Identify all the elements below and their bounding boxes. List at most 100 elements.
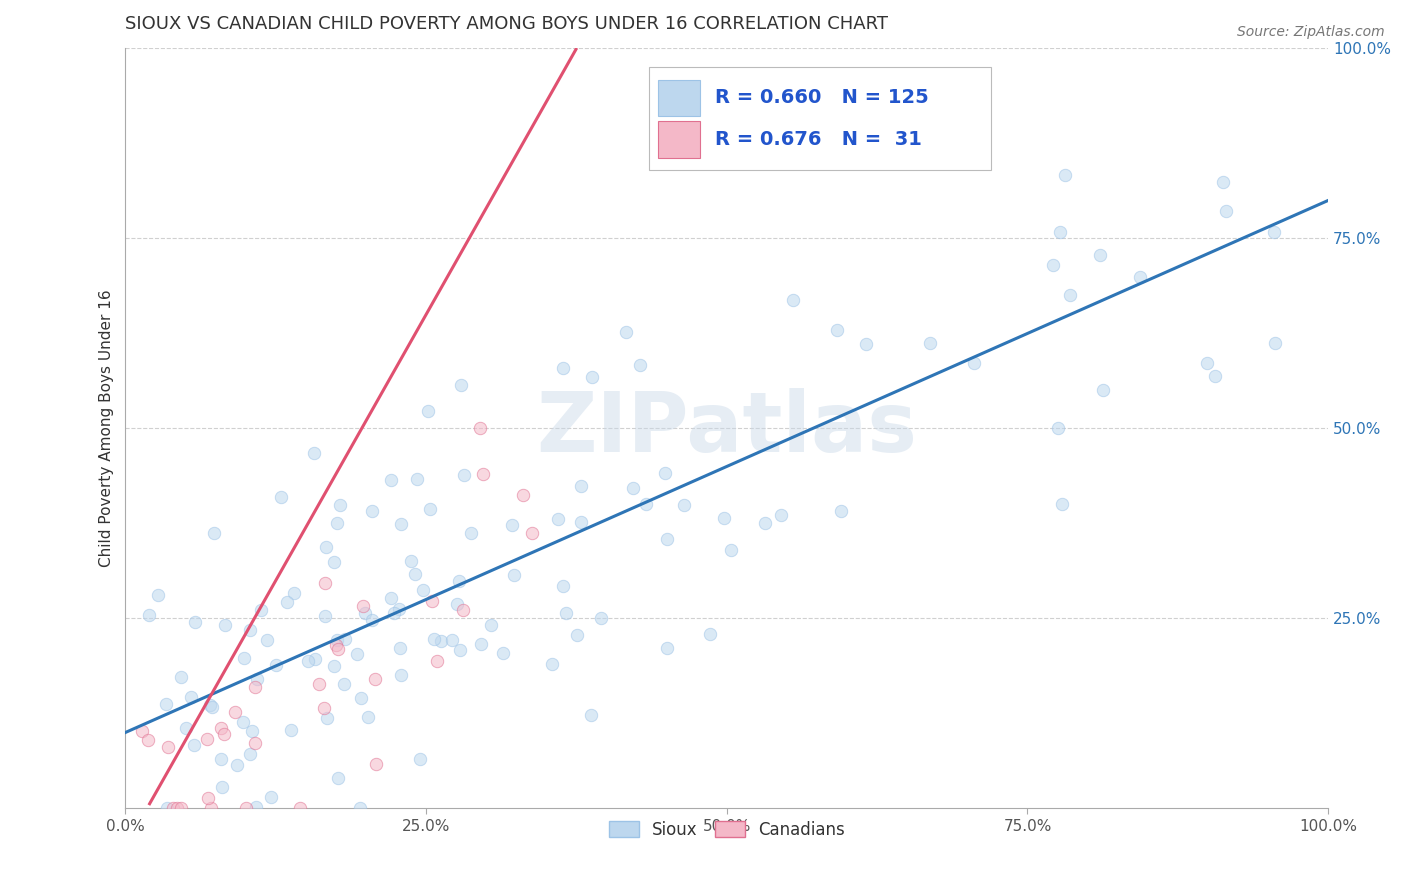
Text: ZIPatlas: ZIPatlas [536,388,917,469]
Sioux [260,789,283,804]
Canadians [288,801,311,815]
Sioux [554,606,576,620]
Sioux [155,697,177,711]
Sioux [264,657,287,672]
Sioux [502,568,524,582]
Sioux [256,633,278,648]
Sioux [1195,356,1218,370]
Canadians [197,791,219,805]
Sioux [441,633,464,648]
Sioux [174,721,197,735]
Sioux [380,591,402,606]
Sioux [302,446,325,460]
Sioux [209,751,232,765]
Sioux [361,613,384,627]
Sioux [239,747,262,761]
Sioux [720,543,742,558]
Sioux [713,511,735,525]
Sioux [1264,336,1286,351]
Sioux [1090,248,1112,262]
Sioux [356,710,378,724]
Canadians [366,757,388,772]
Sioux [569,478,592,492]
Sioux [430,633,453,648]
Sioux [918,336,941,351]
Sioux [354,606,377,620]
Sioux [551,360,574,375]
Sioux [1047,420,1070,434]
Sioux [754,516,776,531]
Sioux [304,651,326,665]
Sioux [1129,269,1152,284]
Sioux [382,606,405,620]
Canadians [352,599,374,613]
Sioux [501,518,523,533]
Sioux [226,757,249,772]
Canadians [325,638,347,652]
Canadians [314,700,336,714]
Sioux [481,618,503,632]
Canadians [512,488,534,502]
Sioux [1091,383,1114,397]
Canadians [214,727,236,741]
Sioux [654,466,676,480]
Canadians [328,642,350,657]
Text: R = 0.676   N =  31: R = 0.676 N = 31 [714,130,922,149]
Bar [658,121,700,158]
Sioux [830,503,852,517]
Sioux [541,657,564,672]
Sioux [655,533,678,547]
Sioux [450,377,472,392]
Sioux [1212,175,1234,189]
Sioux [569,515,592,529]
Sioux [180,690,202,705]
Sioux [276,595,298,609]
Legend: Sioux, Canadians: Sioux, Canadians [602,814,851,846]
Sioux [567,628,589,642]
Sioux [380,474,402,488]
Sioux [387,602,409,616]
Sioux [233,650,256,665]
Sioux [492,647,515,661]
Sioux [621,481,644,495]
Sioux [246,672,269,686]
Sioux [270,490,292,504]
Sioux [581,707,603,722]
Sioux [447,574,470,588]
Canadians [156,739,179,754]
Sioux [297,655,319,669]
Sioux [232,714,254,729]
Sioux [245,799,267,814]
Sioux [449,643,471,657]
Sioux [323,659,346,673]
Sioux [1049,225,1071,239]
Sioux [453,468,475,483]
Sioux [422,632,444,646]
Sioux [1263,226,1285,240]
Canadians [224,705,246,719]
Sioux [416,403,439,417]
Sioux [699,627,721,641]
Canadians [453,603,475,617]
Sioux [200,698,222,713]
Sioux [825,323,848,337]
Canadians [166,801,188,815]
Canadians [468,421,491,435]
Sioux [614,325,637,339]
Canadians [471,467,494,482]
Sioux [591,611,613,625]
Canadians [131,724,153,739]
Sioux [329,499,352,513]
Sioux [1204,369,1226,384]
Sioux [314,608,336,623]
Sioux [1054,168,1077,182]
Sioux [349,801,371,815]
Sioux [769,508,792,522]
Sioux [333,632,356,646]
Sioux [419,502,441,516]
Sioux [628,358,651,372]
Sioux [399,554,422,568]
Sioux [200,700,222,714]
Sioux [672,498,695,512]
Text: R = 0.660   N = 125: R = 0.660 N = 125 [714,88,928,107]
